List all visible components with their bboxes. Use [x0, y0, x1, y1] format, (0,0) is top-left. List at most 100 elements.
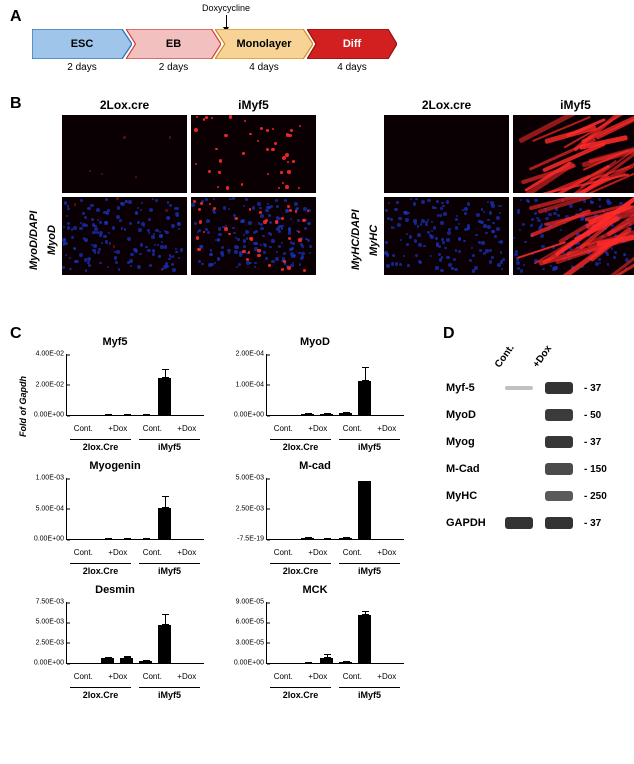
timeline-stage: Diff [307, 29, 397, 59]
bar [358, 481, 371, 539]
x-group: 2lox.Cre [70, 439, 131, 452]
d-mw: - 250 [584, 491, 607, 502]
x-label: +Dox [370, 548, 405, 557]
b-rowlabels-right: MyHC/DAPI MyHC [350, 98, 380, 279]
y-tick: 1.00E-04 [236, 381, 267, 388]
error-bar [308, 414, 309, 415]
error-bar [365, 611, 366, 614]
timeline: ESCEBMonolayerDiff [32, 29, 391, 59]
x-label: +Dox [370, 424, 405, 433]
d-lanes [498, 514, 580, 532]
panel-a-label: A [10, 8, 22, 26]
y-tick: 6.00E-05 [236, 619, 267, 626]
b-image [62, 197, 187, 275]
panel-b-label: B [10, 95, 22, 113]
d-band [502, 489, 536, 503]
x-groups: 2lox.CreiMyf5 [66, 439, 204, 452]
bar [339, 413, 352, 415]
panel-c: Myf5Fold of Gapdh0.00E+002.00E-024.00E-0… [20, 336, 410, 702]
x-labels: Cont.+DoxCont.+Dox [66, 672, 204, 681]
x-label: Cont. [335, 424, 370, 433]
d-band [542, 381, 576, 395]
d-band [542, 489, 576, 503]
d-band [502, 435, 536, 449]
x-groups: 2lox.Cre iMyf5 [66, 687, 204, 700]
y-tick: 0.00E+00 [34, 412, 67, 419]
bar-chart: MCK0.00E+003.00E-056.00E-059.00E-05Cont.… [220, 584, 410, 702]
x-label: Cont. [66, 424, 101, 433]
chart-title: MCK [220, 584, 410, 596]
d-band [502, 462, 536, 476]
x-label: Cont. [266, 548, 301, 557]
error-bar [108, 657, 109, 658]
b-image [384, 197, 509, 275]
d-mw: - 37 [584, 437, 601, 448]
x-group: iMyf5 [139, 563, 200, 576]
plot-area: 0.00E+002.00E-024.00E-02 [66, 354, 204, 416]
x-label: Cont. [66, 672, 101, 681]
timeline-duration: 4 days [215, 62, 313, 73]
b-colhead: 2Lox.cre [384, 98, 509, 112]
d-mw: - 37 [584, 383, 601, 394]
timeline-stage: Monolayer [215, 29, 313, 59]
d-row: MyoD- 50 [446, 406, 626, 424]
timeline-stage: EB [126, 29, 221, 59]
y-tick: 0.00E+00 [234, 660, 267, 667]
panel-d: Cont.+DoxMyf-5- 37MyoD- 50Myog- 37M-Cad-… [446, 330, 626, 532]
bar [158, 508, 171, 539]
y-tick: 1.00E-03 [36, 475, 67, 482]
timeline-duration: 2 days [126, 62, 221, 73]
b-image [513, 115, 634, 193]
y-tick: -7.5E-19 [237, 536, 267, 543]
dox-text: Doxycycline [202, 3, 250, 13]
plot-area: 0.00E+003.00E-056.00E-059.00E-05 [266, 602, 404, 664]
x-label: +Dox [301, 672, 336, 681]
d-lanes [498, 460, 580, 478]
y-tick: 5.00E-03 [36, 619, 67, 626]
y-tick: 5.00E-04 [36, 505, 67, 512]
b-rowlabel: MyHC/DAPI [350, 201, 362, 279]
y-tick: 7.50E-03 [36, 599, 67, 606]
x-label: Cont. [135, 548, 170, 557]
panel-b-right: MyHC/DAPI MyHC 2Lox.cre iMyf5 [350, 98, 634, 279]
chart-title: M-cad [220, 460, 410, 472]
panel-b-left: MyoD/DAPI MyoD 2Lox.cre iMyf5 [28, 98, 316, 279]
d-band [542, 462, 576, 476]
error-bar [346, 412, 347, 413]
plot-area: 0.00E+001.00E-042.00E-04 [266, 354, 404, 416]
x-group: iMyf5 [139, 687, 200, 700]
x-group: iMyf5 [339, 563, 400, 576]
x-group: 2lox.Cre [270, 687, 331, 700]
d-row: Myf-5 - 37 [446, 379, 626, 397]
x-label: +Dox [170, 548, 205, 557]
bar [358, 381, 371, 415]
x-group: iMyf5 [339, 439, 400, 452]
bar-chart: Desmin0.00E+002.50E-035.00E-037.50E-03Co… [20, 584, 210, 702]
d-row-label: Myf-5 [446, 382, 498, 394]
panel-b: MyoD/DAPI MyoD 2Lox.cre iMyf5 MyHC/DAPI … [28, 98, 634, 279]
x-groups: 2lox.CreiMyf5 [266, 687, 404, 700]
b-colheads: 2Lox.cre iMyf5 [384, 98, 634, 112]
chart-title: Myogenin [20, 460, 210, 472]
d-lanes [498, 433, 580, 451]
x-group: 2lox.Cre [70, 687, 131, 700]
d-band [542, 435, 576, 449]
error-bar [365, 367, 366, 381]
x-label: +Dox [101, 424, 136, 433]
chart-title: MyoD [220, 336, 410, 348]
bar [358, 615, 371, 663]
b-colhead: iMyf5 [513, 98, 634, 112]
y-tick: 2.00E-02 [36, 381, 67, 388]
d-row: M-Cad- 150 [446, 460, 626, 478]
error-bar [165, 369, 166, 378]
d-row: Myog- 37 [446, 433, 626, 451]
d-row-label: MyoD [446, 409, 498, 421]
timeline-durations: 2 days2 days4 days4 days [32, 62, 397, 73]
error-bar [165, 496, 166, 508]
y-tick: 0.00E+00 [234, 412, 267, 419]
error-bar [165, 614, 166, 625]
dox-arrow: Doxycycline [202, 3, 250, 28]
d-lanes [498, 406, 580, 424]
x-labels: Cont.+DoxCont.+Dox [266, 548, 404, 557]
x-group: 2lox.Cre [270, 563, 331, 576]
